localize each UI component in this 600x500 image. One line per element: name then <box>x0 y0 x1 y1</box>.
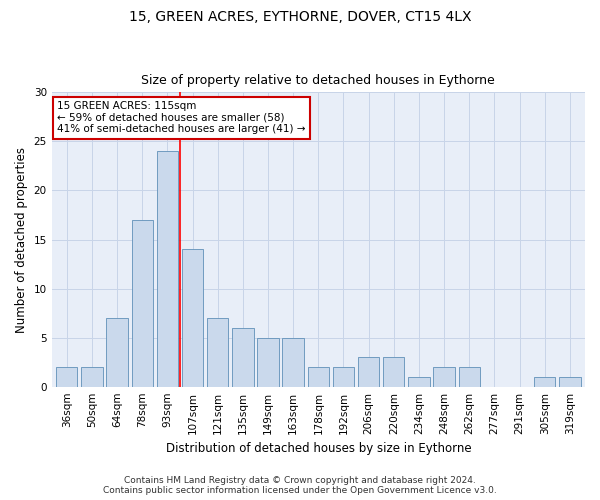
Bar <box>56 367 77 386</box>
Bar <box>257 338 279 386</box>
Bar <box>232 328 254 386</box>
Text: 15, GREEN ACRES, EYTHORNE, DOVER, CT15 4LX: 15, GREEN ACRES, EYTHORNE, DOVER, CT15 4… <box>129 10 471 24</box>
Bar <box>308 367 329 386</box>
Bar <box>408 377 430 386</box>
Bar <box>131 220 153 386</box>
Bar <box>433 367 455 386</box>
Title: Size of property relative to detached houses in Eythorne: Size of property relative to detached ho… <box>142 74 495 87</box>
Bar <box>106 318 128 386</box>
Bar <box>559 377 581 386</box>
Bar <box>458 367 480 386</box>
Bar <box>358 357 379 386</box>
Text: 15 GREEN ACRES: 115sqm
← 59% of detached houses are smaller (58)
41% of semi-det: 15 GREEN ACRES: 115sqm ← 59% of detached… <box>57 101 305 134</box>
Bar <box>81 367 103 386</box>
Bar <box>383 357 404 386</box>
Bar <box>182 250 203 386</box>
Bar <box>534 377 556 386</box>
Bar <box>157 151 178 386</box>
Bar <box>283 338 304 386</box>
Y-axis label: Number of detached properties: Number of detached properties <box>15 146 28 332</box>
Text: Contains HM Land Registry data © Crown copyright and database right 2024.
Contai: Contains HM Land Registry data © Crown c… <box>103 476 497 495</box>
Bar <box>207 318 229 386</box>
X-axis label: Distribution of detached houses by size in Eythorne: Distribution of detached houses by size … <box>166 442 471 455</box>
Bar <box>333 367 354 386</box>
